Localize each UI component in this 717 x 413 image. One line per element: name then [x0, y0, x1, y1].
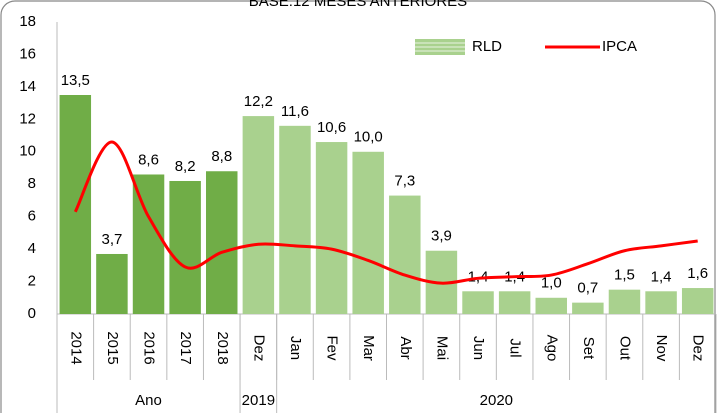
data-label: 10,6	[317, 119, 346, 136]
y-tick-label: 4	[28, 240, 36, 257]
legend-label: IPCA	[602, 38, 637, 55]
group-label: 2020	[480, 392, 513, 409]
y-tick-label: 8	[28, 175, 36, 192]
line	[73, 140, 698, 285]
bar	[535, 297, 567, 314]
x-tick-label: Set	[580, 337, 597, 360]
x-tick-label: 2016	[141, 331, 158, 364]
x-tick-label: Abr	[397, 336, 414, 359]
data-label: 1,4	[651, 268, 672, 285]
x-tick-label: 2017	[177, 331, 194, 364]
x-tick-label: Mai	[433, 336, 450, 360]
x-tick-label: Ago	[543, 335, 560, 362]
bar	[206, 171, 238, 314]
x-tick-label: Mar	[360, 335, 377, 361]
x-tick-label: 2015	[104, 331, 121, 364]
x-tick-label: Jun	[470, 336, 487, 360]
x-tick-label: 2018	[214, 331, 231, 364]
x-tick-label: Fev	[324, 335, 341, 361]
data-label: 12,2	[244, 93, 273, 110]
group-label: 2019	[242, 392, 275, 409]
x-tick-label: Jul	[507, 338, 524, 357]
group-label: Ano	[135, 392, 162, 409]
x-tick-label: 2014	[67, 331, 84, 364]
data-label: 11,6	[281, 103, 309, 120]
bar	[59, 95, 92, 314]
data-label: 13,5	[61, 72, 90, 89]
data-label: 0,7	[577, 280, 598, 297]
data-label: 10,0	[354, 129, 383, 146]
y-tick-label: 0	[28, 305, 36, 322]
y-tick-label: 14	[19, 78, 36, 95]
x-tick-label: Dez	[690, 335, 707, 362]
bar	[315, 142, 348, 314]
data-label: 1,4	[468, 268, 489, 285]
y-tick-label: 2	[28, 273, 36, 290]
data-label: 3,7	[101, 231, 122, 248]
bar	[498, 291, 531, 314]
x-tick-label: Nov	[653, 335, 670, 362]
bar	[96, 253, 128, 314]
y-tick-label: 16	[19, 45, 36, 62]
bar	[681, 288, 714, 314]
bar	[169, 180, 201, 314]
bar	[279, 125, 311, 314]
data-label: 1,5	[614, 267, 635, 284]
y-tick-label: 10	[19, 143, 36, 160]
bar	[352, 151, 384, 314]
data-label: 1,6	[687, 265, 708, 282]
data-label: 8,6	[138, 151, 159, 168]
y-tick-label: 12	[19, 110, 36, 127]
bar	[389, 195, 421, 314]
x-tick-label: Out	[617, 336, 634, 361]
data-label: 8,2	[175, 158, 196, 175]
y-tick-label: 6	[28, 208, 36, 225]
data-label: 1,0	[541, 275, 562, 292]
y-tick-label: 18	[19, 13, 36, 30]
bar	[242, 116, 275, 314]
bar	[572, 302, 604, 314]
data-label: 8,8	[211, 148, 232, 165]
data-label: 3,9	[431, 228, 452, 245]
x-tick-label: Dez	[250, 335, 267, 362]
bar	[645, 291, 677, 314]
bar	[132, 174, 165, 314]
legend-label: RLD	[472, 38, 502, 55]
x-tick-label: Jan	[287, 336, 304, 360]
bar	[608, 289, 641, 314]
data-label: 7,3	[394, 173, 415, 190]
chart-title: BASE:12 MESES ANTERIORES	[249, 0, 467, 10]
bar	[462, 291, 494, 314]
